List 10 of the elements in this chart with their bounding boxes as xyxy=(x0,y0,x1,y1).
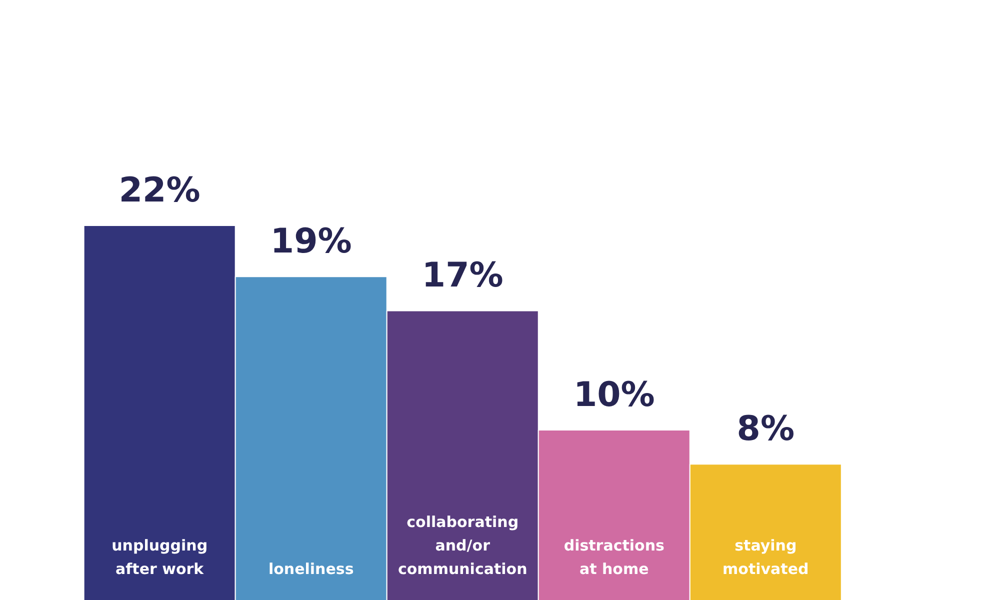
x-tick-label: staying motivated xyxy=(722,536,809,578)
data-label: 10% xyxy=(573,375,655,416)
x-tick-label: distractions at home xyxy=(564,536,665,578)
x-tick-label: unplugging after work xyxy=(112,536,208,578)
data-label: 19% xyxy=(270,222,352,262)
x-tick-label: loneliness xyxy=(268,560,354,578)
data-label: 17% xyxy=(422,256,504,296)
data-label: 22% xyxy=(118,170,200,210)
data-label: 8% xyxy=(736,409,795,450)
x-tick-label: collaborating and/or communication xyxy=(398,513,528,578)
